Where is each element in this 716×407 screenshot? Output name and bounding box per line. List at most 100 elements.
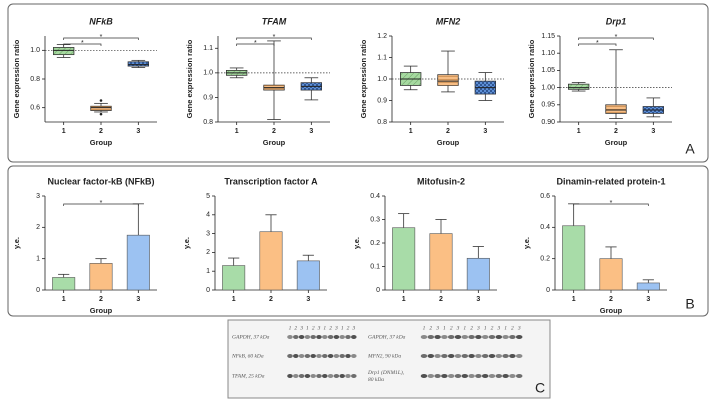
blot-band — [287, 354, 293, 358]
x-tick-label: 2 — [272, 128, 276, 135]
blot-label: TFAM, 25 kDa — [232, 373, 265, 379]
box-hatch — [128, 61, 149, 67]
x-tick-label: 2 — [99, 296, 103, 303]
x-tick-label: 1 — [62, 296, 66, 303]
blot-band — [322, 374, 328, 378]
x-tick-label: 2 — [269, 296, 273, 303]
box-hatch — [605, 104, 627, 114]
x-tick-label: 2 — [614, 128, 618, 135]
blot-band — [475, 374, 482, 378]
panel-frame — [7, 165, 709, 317]
significance-label: * — [254, 40, 257, 47]
y-tick-label: 1.0 — [203, 70, 213, 77]
blot-label: GAPDH, 37 kDa — [368, 334, 406, 340]
blot-band — [502, 335, 509, 339]
blot-band — [488, 335, 496, 339]
bar — [429, 233, 453, 291]
blot-band — [293, 374, 299, 378]
blot-band — [488, 354, 496, 358]
lane-number: 1 — [289, 325, 292, 331]
blot-label: NFkB, 60 kDa — [231, 353, 264, 359]
lane-number: 1 — [463, 325, 466, 331]
significance-label: * — [273, 34, 276, 41]
blot-band — [502, 374, 509, 378]
y-tick-label: 1.15 — [541, 33, 555, 40]
bar — [296, 260, 320, 291]
blot-band — [509, 374, 516, 378]
blot-band — [316, 335, 322, 339]
outlier — [99, 112, 103, 116]
y-tick-label: 1.10 — [541, 50, 555, 57]
blot-band — [298, 354, 305, 358]
blot-band — [293, 335, 299, 339]
lane-number: 1 — [443, 325, 446, 331]
significance-bracket — [63, 37, 139, 40]
blot-band — [441, 335, 448, 339]
blot-band — [434, 354, 441, 358]
blot-band — [327, 374, 334, 378]
y-tick-label: 0 — [546, 287, 550, 294]
blot-band — [427, 354, 435, 358]
lane-number: 3 — [456, 325, 460, 331]
lane-number: 1 — [504, 325, 507, 331]
panel-frame — [7, 3, 709, 163]
blot-band — [447, 354, 455, 358]
x-tick-label: 1 — [235, 128, 239, 135]
chart-title: Transcription factor A — [224, 176, 318, 186]
blot-band — [304, 354, 311, 358]
y-tick-label: 1.05 — [541, 67, 555, 74]
blot-band — [509, 354, 516, 358]
blot-band — [333, 354, 340, 358]
y-tick-label: 0.6 — [540, 193, 550, 200]
x-axis-label: Group — [605, 138, 628, 147]
lane-number: 1 — [341, 325, 344, 331]
x-tick-label: 3 — [646, 296, 650, 303]
blot-band — [322, 335, 328, 339]
blot-band — [481, 354, 489, 358]
y-tick-label: 0.4 — [540, 224, 550, 231]
blot-band — [420, 335, 428, 339]
x-axis-label: Group — [90, 306, 113, 315]
blot-band — [434, 374, 441, 378]
lane-number: 2 — [470, 325, 473, 331]
blot-band — [420, 374, 428, 378]
blot-band — [339, 374, 345, 378]
blot-band — [316, 374, 322, 378]
blot-band — [310, 354, 316, 358]
blot-band — [441, 374, 448, 378]
lane-number: 2 — [491, 325, 494, 331]
chart-title: MFN2 — [436, 16, 461, 26]
y-tick-label: 0.1 — [370, 263, 380, 270]
lane-number: 3 — [435, 325, 439, 331]
lane-number: 2 — [450, 325, 453, 331]
x-axis-label: Group — [263, 138, 286, 147]
blot-band — [488, 374, 496, 378]
blot-band — [475, 335, 482, 339]
y-axis-label: Gene expression ratio — [12, 39, 21, 118]
blot-label: MFN2, 90 kDa — [367, 353, 401, 359]
y-tick-label: 5 — [206, 193, 210, 200]
blot-label: GAPDH, 37 kDa — [232, 334, 270, 340]
significance-bracket — [573, 203, 649, 206]
x-tick-label: 1 — [572, 296, 576, 303]
y-axis-label: y.e. — [352, 237, 361, 249]
blot-band — [298, 335, 305, 339]
blot-band — [339, 354, 345, 358]
significance-label: * — [81, 40, 84, 47]
y-tick-label: 1.1 — [377, 54, 387, 61]
y-tick-label: 0.3 — [370, 216, 380, 223]
lane-number: 1 — [423, 325, 426, 331]
chart-title: Dinamin-related protein-1 — [556, 176, 665, 186]
blot-band — [310, 335, 316, 339]
blot-band — [454, 335, 462, 339]
box-hatch — [53, 47, 74, 55]
significance-bracket — [578, 37, 654, 40]
significance-label: * — [100, 200, 103, 207]
blot-band — [339, 335, 345, 339]
y-axis-label: Gene expression ratio — [185, 39, 194, 118]
x-tick-label: 3 — [483, 128, 487, 135]
y-axis-label: y.e. — [182, 237, 191, 249]
x-tick-label: 1 — [232, 296, 236, 303]
x-axis-label: Group — [437, 138, 460, 147]
